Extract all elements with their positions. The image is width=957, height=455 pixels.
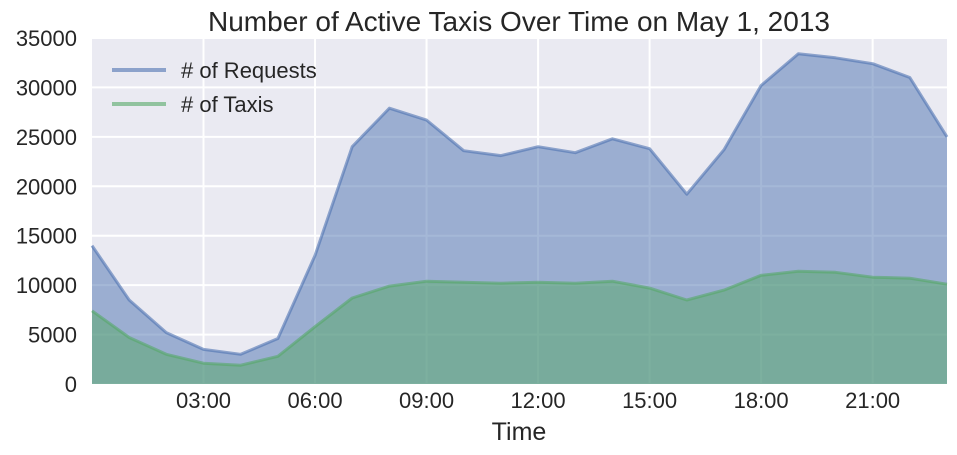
y-tick-label: 0 — [65, 372, 77, 397]
y-tick-label: 5000 — [28, 323, 77, 348]
series-area-2 — [92, 271, 947, 384]
series-line-2 — [91, 269, 948, 367]
legend-label: # of Taxis — [181, 92, 274, 117]
y-tick-label: 35000 — [16, 26, 77, 51]
x-tick-label: 15:00 — [622, 388, 677, 413]
x-tick-label: 03:00 — [176, 388, 231, 413]
y-tick-label: 20000 — [16, 174, 77, 199]
y-tick-label: 15000 — [16, 224, 77, 249]
legend-label: # of Requests — [181, 58, 317, 83]
series-line-1 — [90, 52, 949, 356]
y-axis: 0 5000 10000 15000 20000 25000 30000 35000 — [16, 26, 77, 397]
chart-title: Number of Active Taxis Over Time on May … — [208, 6, 830, 37]
y-tick-label: 30000 — [16, 75, 77, 100]
x-tick-label: 09:00 — [399, 388, 454, 413]
x-tick-label: 06:00 — [288, 388, 343, 413]
x-tick-label: 21:00 — [845, 388, 900, 413]
y-tick-label: 10000 — [16, 273, 77, 298]
x-tick-label: 12:00 — [511, 388, 566, 413]
x-axis-label: Time — [492, 418, 547, 446]
x-tick-label: 18:00 — [734, 388, 789, 413]
area-layer — [90, 52, 949, 385]
y-tick-label: 25000 — [16, 125, 77, 150]
legend: # of Requests # of Taxis — [112, 58, 317, 117]
x-axis: 03:00 06:00 09:00 12:00 15:00 18:00 21:00 — [176, 388, 900, 413]
